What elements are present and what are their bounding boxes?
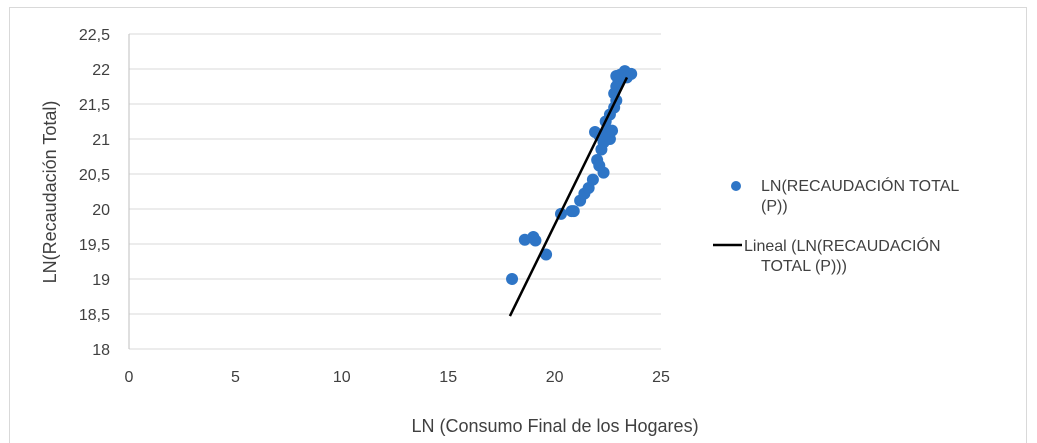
legend-label-trendline: Lineal (LN(RECAUDACIÓN TOTAL (P))) [744,236,945,275]
y-tick-label: 18 [92,342,110,359]
x-tick-labels: 0 5 10 15 20 25 [125,369,670,386]
x-tick-label: 20 [546,369,564,386]
y-tick-label: 20 [92,202,110,219]
chart-frame [9,7,1027,443]
x-axis-title: LN (Consumo Final de los Hogares) [411,416,698,436]
y-tick-label: 18,5 [79,307,110,324]
data-point [506,273,519,285]
data-point [606,124,619,137]
y-tick-label: 20,5 [79,167,110,184]
x-tick-label: 15 [439,369,457,386]
data-point [593,159,606,172]
y-tick-label: 19,5 [79,237,110,254]
x-tick-label: 0 [125,369,134,386]
legend-label-series: LN(RECAUDACIÓN TOTAL (P)) [761,176,963,215]
x-tick-label: 5 [231,369,240,386]
data-point [567,205,580,218]
data-point [586,173,599,186]
y-tick-labels: 18 18,5 19 19,5 20 20,5 21 21,5 22 22,5 [79,27,110,359]
legend: LN(RECAUDACIÓN TOTAL (P)) Lineal (LN(REC… [713,176,963,275]
y-tick-label: 19 [92,272,110,289]
legend-marker-series [731,181,741,191]
data-point [540,248,553,261]
data-point [529,234,542,247]
y-axis-title: LN(Recaudación Total) [40,101,60,284]
x-tick-label: 10 [333,369,351,386]
gridlines [129,33,661,350]
x-tick-label: 25 [652,369,670,386]
y-tick-label: 22,5 [79,27,110,44]
y-tick-label: 21 [92,132,110,149]
y-tick-label: 22 [92,62,110,79]
y-tick-label: 21,5 [79,97,110,114]
trendline [508,76,629,317]
